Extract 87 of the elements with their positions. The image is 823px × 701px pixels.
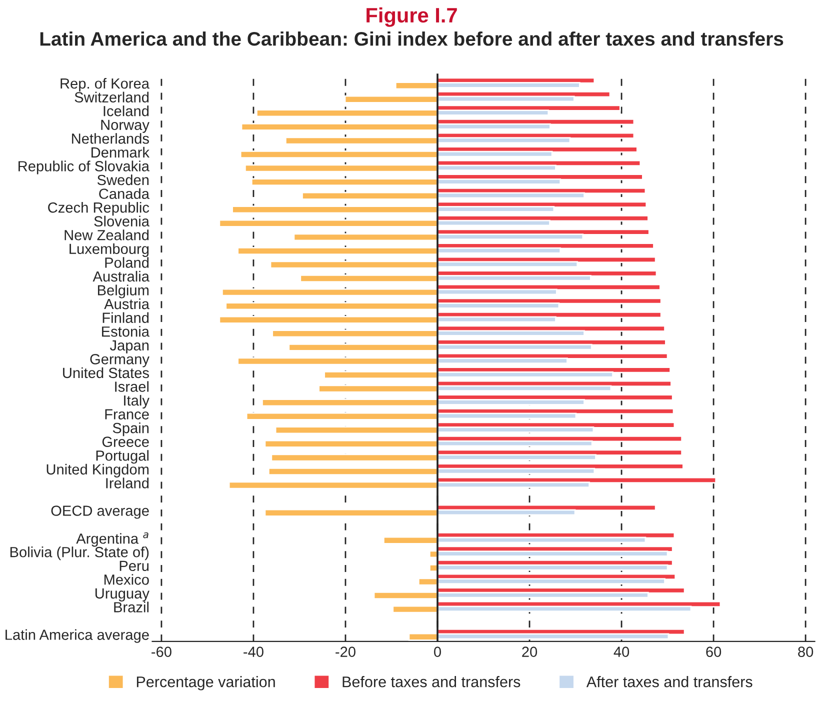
bar bbox=[300, 274, 438, 283]
bar bbox=[270, 454, 438, 462]
bar bbox=[324, 371, 438, 380]
y-tick-label: Brazil bbox=[114, 602, 149, 612]
y-tick-label: Portugal bbox=[96, 450, 149, 464]
bar bbox=[373, 592, 438, 600]
y-tick-label: Australia bbox=[92, 270, 150, 282]
bar bbox=[225, 302, 438, 310]
y-tick-label: Poland bbox=[105, 257, 149, 268]
x-tick-label: 60 bbox=[706, 646, 722, 657]
y-tick-label: Mexico bbox=[104, 574, 149, 585]
y-tick-label: Spain bbox=[112, 422, 149, 436]
y-tick-label: New Zealand bbox=[64, 230, 149, 240]
x-tick-label: -40 bbox=[244, 646, 264, 657]
bar bbox=[240, 122, 438, 131]
y-tick-label: Argentina $^{a}$ bbox=[76, 532, 148, 547]
y-tick-label: Republic of Slovakia bbox=[18, 160, 150, 174]
y-tick-label: Slovenia bbox=[94, 216, 150, 226]
legend-label: Percentage variation bbox=[136, 676, 275, 690]
y-tick-label: Rep. of Korea bbox=[60, 78, 150, 92]
x-tick-label: 20 bbox=[522, 646, 538, 657]
bar bbox=[382, 536, 438, 544]
x-tick-label: -20 bbox=[336, 646, 356, 657]
bar bbox=[218, 316, 438, 324]
bar bbox=[237, 357, 438, 366]
y-tick-label: Norway bbox=[101, 120, 150, 133]
y-tick-label: Finland bbox=[102, 312, 149, 323]
bar bbox=[394, 82, 438, 90]
y-tick-label: Canada bbox=[99, 188, 150, 199]
bar bbox=[262, 398, 438, 407]
y-tick-label: United Kingdom bbox=[46, 464, 149, 478]
y-tick-label: Switzerland bbox=[74, 92, 149, 102]
y-tick-label: Latin America average bbox=[6, 629, 149, 643]
bar bbox=[264, 508, 438, 517]
bar bbox=[288, 343, 438, 352]
y-tick-label: Ireland bbox=[106, 478, 149, 488]
bar bbox=[272, 330, 438, 338]
y-tick-label: Japan bbox=[110, 340, 149, 354]
y-tick-label: Austria bbox=[104, 298, 150, 310]
bar bbox=[264, 440, 438, 448]
bar bbox=[228, 481, 438, 490]
x-tick-label: 80 bbox=[798, 646, 814, 657]
y-tick-label: Belgium bbox=[98, 284, 149, 298]
bar bbox=[284, 136, 438, 145]
y-tick-label: Italy bbox=[124, 394, 150, 409]
y-tick-label: France bbox=[105, 409, 149, 420]
bar bbox=[237, 246, 438, 255]
bar bbox=[274, 426, 438, 434]
legend-label: After taxes and transfers bbox=[586, 676, 752, 688]
y-tick-label: Iceland bbox=[104, 106, 149, 116]
bar bbox=[232, 206, 438, 214]
x-tick-label: 40 bbox=[614, 646, 630, 657]
y-tick-label: Uruguay bbox=[95, 588, 150, 602]
bar bbox=[250, 178, 438, 186]
y-tick-label: Bolivia (Plur. State of) bbox=[10, 546, 149, 560]
bar bbox=[268, 467, 438, 476]
bar bbox=[408, 632, 438, 641]
y-tick-label: Luxembourg bbox=[70, 243, 149, 257]
x-tick-label: 0 bbox=[434, 646, 441, 657]
y-tick-label: Peru bbox=[120, 560, 149, 572]
bar bbox=[244, 164, 438, 172]
y-tick-label: Estonia bbox=[102, 326, 150, 337]
y-tick-label: United States bbox=[63, 367, 149, 378]
bar bbox=[240, 150, 438, 159]
y-tick-label: OECD average bbox=[51, 506, 149, 519]
chart-title: Figure I.7 bbox=[366, 7, 457, 27]
y-tick-label: Denmark bbox=[92, 146, 150, 158]
y-tick-label: Czech Republic bbox=[48, 202, 150, 216]
y-tick-label: Greece bbox=[102, 436, 149, 448]
bar bbox=[221, 288, 438, 296]
bar bbox=[344, 95, 438, 104]
chart-subtitle: Latin America and the Caribbean: Gini index before and after taxes and transfers bbox=[40, 31, 784, 46]
bar bbox=[418, 578, 438, 586]
bar bbox=[392, 605, 438, 614]
legend-label: Before taxes and transfers bbox=[342, 676, 520, 688]
y-tick-label: Israel bbox=[115, 381, 149, 392]
bar bbox=[270, 260, 438, 269]
x-tick-label: -60 bbox=[152, 646, 172, 657]
bar bbox=[246, 412, 438, 420]
bar bbox=[318, 384, 438, 393]
bar bbox=[293, 233, 438, 242]
bar bbox=[256, 109, 438, 118]
y-tick-label: Netherlands bbox=[72, 133, 149, 144]
y-tick-label: Sweden bbox=[97, 174, 149, 186]
bar bbox=[302, 192, 438, 200]
bar bbox=[218, 219, 438, 228]
y-tick-label: Germany bbox=[90, 354, 150, 368]
